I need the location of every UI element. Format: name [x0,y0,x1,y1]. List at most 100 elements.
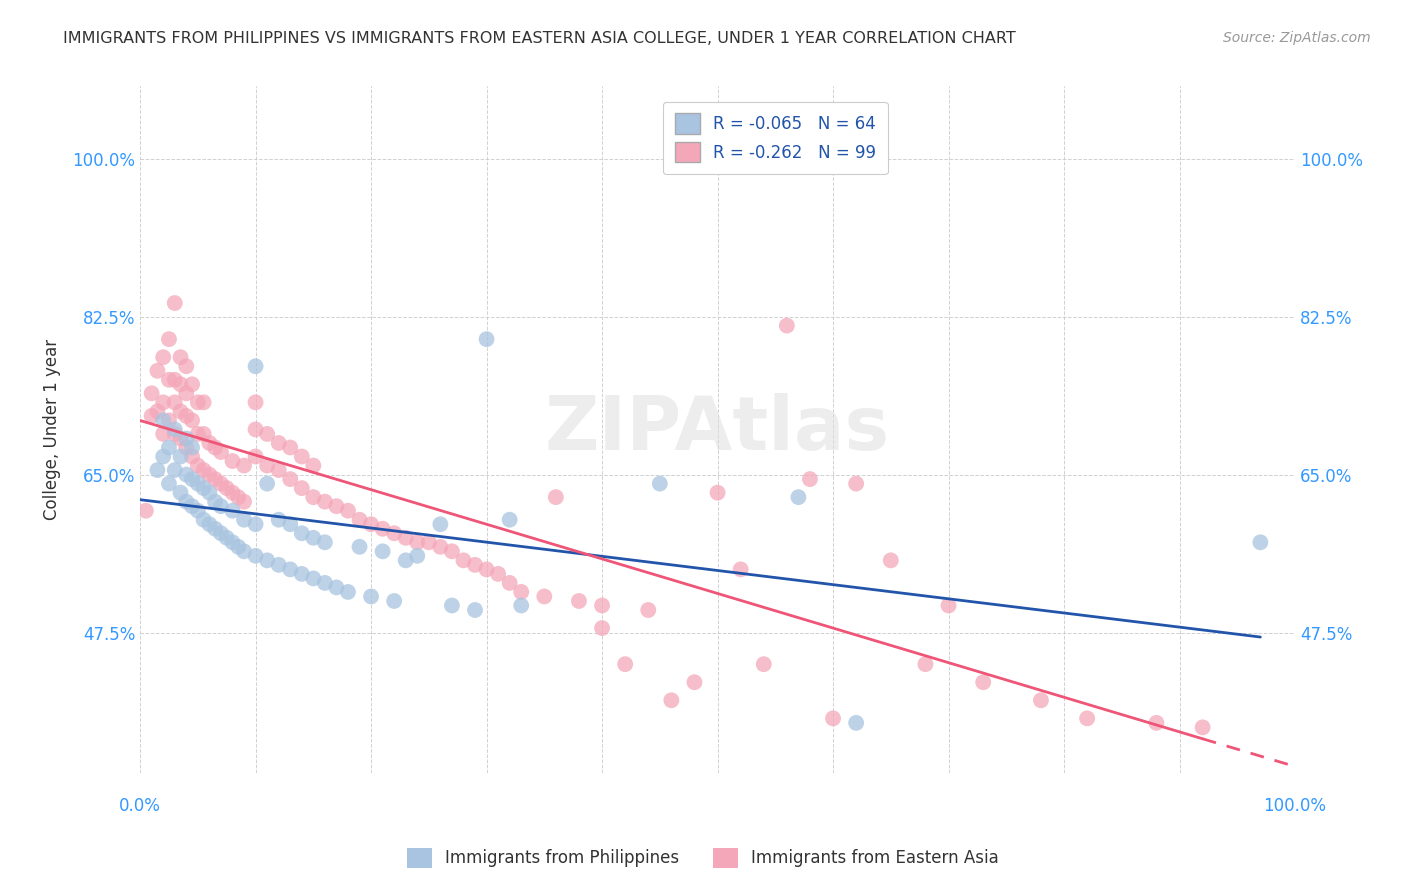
Point [498,513,520,527]
Point [163,395,186,409]
Point [302,490,325,504]
Text: 100.0%: 100.0% [1264,797,1326,814]
Point [174,386,197,401]
Point [302,458,325,473]
Point [291,450,314,464]
Point [174,359,197,374]
Point [233,544,256,558]
Point [215,531,238,545]
Point [204,472,226,486]
Point [198,517,221,532]
Point [174,467,197,482]
Point [181,413,204,427]
Point [193,513,215,527]
Point [187,476,209,491]
Point [821,711,844,725]
Point [233,513,256,527]
Point [226,490,249,504]
Point [209,476,232,491]
Point [204,441,226,455]
Point [204,494,226,508]
Point [209,445,232,459]
Point [267,513,290,527]
Point [163,463,186,477]
Point [486,566,509,581]
Point [215,481,238,495]
Point [187,395,209,409]
Point [314,535,336,549]
Point [169,350,191,364]
Point [498,576,520,591]
Point [256,426,278,441]
Point [395,531,418,545]
Point [464,558,486,572]
Point [278,517,301,532]
Point [209,526,232,541]
Point [135,504,157,518]
Point [187,426,209,441]
Point [193,481,215,495]
Point [169,485,191,500]
Point [336,585,359,599]
Point [245,450,267,464]
Point [245,422,267,436]
Point [198,485,221,500]
Point [141,386,163,401]
Point [181,499,204,513]
Point [395,553,418,567]
Text: 0.0%: 0.0% [120,797,162,814]
Point [637,603,659,617]
Point [406,535,429,549]
Point [146,404,169,418]
Point [440,544,463,558]
Point [198,436,221,450]
Point [256,458,278,473]
Point [157,413,180,427]
Point [591,599,613,613]
Point [233,494,256,508]
Point [204,522,226,536]
Point [938,599,960,613]
Point [568,594,591,608]
Point [1249,535,1271,549]
Point [245,549,267,563]
Point [591,621,613,635]
Point [181,472,204,486]
Point [799,472,821,486]
Point [336,504,359,518]
Point [752,657,775,672]
Point [683,675,706,690]
Point [325,499,347,513]
Point [1144,715,1167,730]
Point [163,296,186,310]
Point [163,422,186,436]
Point [972,675,994,690]
Point [169,432,191,446]
Point [730,562,752,576]
Point [193,395,215,409]
Point [169,450,191,464]
Point [325,581,347,595]
Point [382,594,405,608]
Point [174,432,197,446]
Point [1029,693,1052,707]
Point [157,476,180,491]
Legend: R = -0.065   N = 64, R = -0.262   N = 99: R = -0.065 N = 64, R = -0.262 N = 99 [664,102,887,174]
Point [706,485,728,500]
Point [181,450,204,464]
Point [174,441,197,455]
Point [221,535,243,549]
Point [226,540,249,554]
Point [181,441,204,455]
Point [245,395,267,409]
Point [169,404,191,418]
Point [267,558,290,572]
Point [157,373,180,387]
Point [787,490,810,504]
Point [453,553,475,567]
Point [510,599,533,613]
Point [382,526,405,541]
Point [406,549,429,563]
Point [245,517,267,532]
Point [193,426,215,441]
